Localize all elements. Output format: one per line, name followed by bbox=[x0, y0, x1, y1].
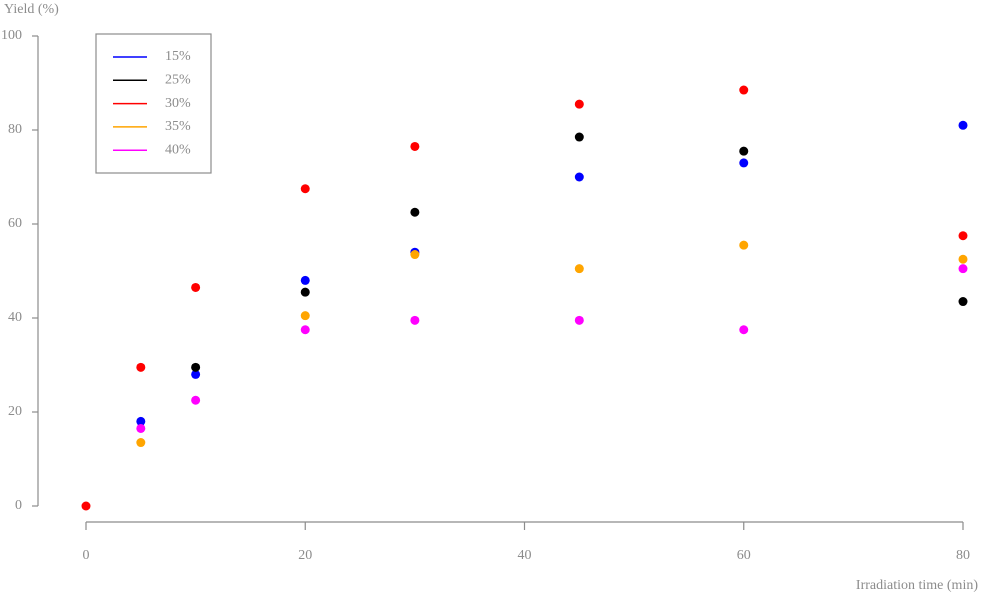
x-tick-label: 40 bbox=[518, 548, 532, 563]
point bbox=[191, 395, 201, 405]
point bbox=[958, 120, 968, 130]
point bbox=[410, 141, 420, 151]
point bbox=[300, 311, 310, 321]
y-tick-label: 60 bbox=[8, 216, 22, 231]
x-tick-label: 60 bbox=[737, 548, 751, 563]
legend-label: 35% bbox=[165, 119, 191, 134]
point bbox=[739, 325, 749, 335]
point bbox=[958, 264, 968, 274]
x-tick-label: 80 bbox=[956, 548, 970, 563]
point bbox=[300, 184, 310, 194]
y-tick-label: 80 bbox=[8, 122, 22, 137]
point bbox=[410, 315, 420, 325]
point bbox=[574, 315, 584, 325]
point bbox=[739, 85, 749, 95]
point bbox=[410, 207, 420, 217]
y-tick-label: 20 bbox=[8, 404, 22, 419]
legend-label: 30% bbox=[165, 96, 191, 111]
point bbox=[136, 423, 146, 433]
point bbox=[574, 132, 584, 142]
point bbox=[574, 264, 584, 274]
point bbox=[300, 325, 310, 335]
point bbox=[81, 501, 91, 511]
point bbox=[136, 362, 146, 372]
legend-label: 15% bbox=[165, 49, 191, 64]
x-tick-label: 0 bbox=[83, 548, 90, 563]
point bbox=[739, 158, 749, 168]
legend-label: 40% bbox=[165, 142, 191, 157]
y-axis-label: Yield (%) bbox=[4, 2, 59, 17]
point bbox=[410, 250, 420, 260]
y-tick-label: 40 bbox=[8, 310, 22, 325]
x-axis-label: Irradiation time (min) bbox=[856, 578, 978, 593]
x-tick-label: 20 bbox=[298, 548, 312, 563]
point bbox=[191, 282, 201, 292]
y-tick-label: 0 bbox=[15, 498, 22, 513]
point bbox=[739, 240, 749, 250]
legend-label: 25% bbox=[165, 73, 191, 88]
point bbox=[958, 297, 968, 307]
point bbox=[136, 438, 146, 448]
point bbox=[739, 146, 749, 156]
point bbox=[136, 416, 146, 426]
point bbox=[191, 362, 201, 372]
point bbox=[574, 99, 584, 109]
y-tick-label: 100 bbox=[1, 28, 22, 43]
point bbox=[958, 254, 968, 264]
point bbox=[574, 172, 584, 182]
point bbox=[300, 275, 310, 285]
point bbox=[300, 287, 310, 297]
point bbox=[958, 231, 968, 241]
point bbox=[191, 369, 201, 379]
